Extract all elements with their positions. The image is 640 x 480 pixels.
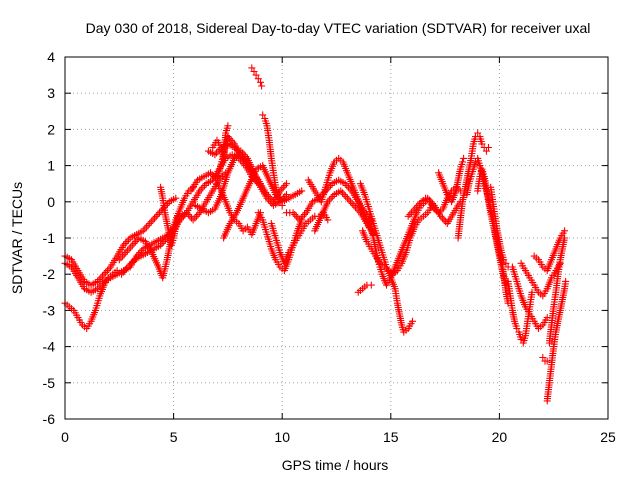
data-point xyxy=(517,335,525,343)
data-point xyxy=(144,221,152,229)
chart-title: Day 030 of 2018, Sidereal Day-to-day VTE… xyxy=(86,20,591,36)
data-point xyxy=(151,214,159,222)
data-point xyxy=(189,216,197,224)
y-tick-label: 3 xyxy=(47,85,55,101)
data-point xyxy=(123,247,131,255)
data-point xyxy=(259,111,267,119)
data-point xyxy=(152,212,160,220)
data-point xyxy=(199,183,207,191)
data-point xyxy=(125,245,133,253)
data-point xyxy=(276,198,284,206)
data-point xyxy=(409,317,416,325)
data-points xyxy=(61,64,570,405)
x-axis-label: GPS time / hours xyxy=(282,457,389,473)
x-tick-label: 25 xyxy=(600,429,616,445)
x-tick-label: 15 xyxy=(383,429,399,445)
data-point xyxy=(327,194,335,202)
axis-ticks xyxy=(64,56,609,420)
data-point xyxy=(213,149,220,157)
data-point xyxy=(248,64,256,72)
data-point xyxy=(347,198,355,206)
data-point xyxy=(367,281,375,289)
x-tick-label: 20 xyxy=(492,429,508,445)
data-point xyxy=(299,212,307,220)
data-point xyxy=(485,144,492,151)
data-point xyxy=(191,214,199,222)
data-point xyxy=(289,209,297,217)
data-point xyxy=(513,325,521,332)
data-point xyxy=(472,158,479,166)
y-tick-label: -4 xyxy=(43,339,56,355)
data-point xyxy=(543,357,551,365)
y-tick-label: 0 xyxy=(47,194,55,210)
data-point xyxy=(440,216,448,224)
data-point xyxy=(174,212,182,220)
data-point xyxy=(154,211,162,218)
y-tick-label: 2 xyxy=(47,121,55,137)
data-point xyxy=(250,68,258,75)
data-point xyxy=(539,354,547,361)
data-point xyxy=(103,267,111,275)
x-tick-label: 5 xyxy=(170,429,178,445)
data-point xyxy=(281,182,289,189)
data-point xyxy=(502,259,510,267)
data-point xyxy=(291,211,299,218)
y-tick-label: -5 xyxy=(43,375,56,391)
data-point xyxy=(254,75,262,83)
data-point xyxy=(343,194,351,202)
y-tick-label: -3 xyxy=(43,302,56,318)
data-point xyxy=(113,267,121,275)
data-point xyxy=(474,129,482,137)
data-point xyxy=(345,196,353,204)
data-point xyxy=(278,201,286,209)
data-point xyxy=(478,140,486,148)
data-point xyxy=(146,220,154,227)
data-point xyxy=(172,194,180,202)
data-point xyxy=(292,212,300,220)
y-axis-label: SDTVAR / TECUs xyxy=(9,182,25,294)
data-point xyxy=(252,71,260,79)
grid xyxy=(65,57,608,419)
data-point xyxy=(297,214,305,222)
x-tick-label: 10 xyxy=(274,429,290,445)
x-tick-label: 0 xyxy=(61,429,69,445)
tick-labels: 0 5 10 15 20 25 -6 -5 -4 -3 -2 -1 0 1 2 3 4 xyxy=(43,49,616,445)
data-point xyxy=(192,212,200,220)
data-point xyxy=(342,192,350,200)
data-point xyxy=(324,216,332,224)
data-point xyxy=(279,183,287,191)
data-point xyxy=(258,82,266,90)
data-point xyxy=(404,212,412,220)
data-point xyxy=(149,216,157,224)
data-point xyxy=(528,288,536,296)
data-point xyxy=(561,227,569,235)
data-point xyxy=(482,147,490,155)
data-point xyxy=(100,270,108,278)
data-point xyxy=(147,218,155,226)
data-point xyxy=(459,158,466,166)
data-point xyxy=(561,234,569,242)
y-tick-label: 4 xyxy=(47,49,55,65)
data-point xyxy=(224,122,232,130)
data-point xyxy=(298,187,306,195)
data-point xyxy=(142,223,150,231)
data-point xyxy=(257,78,264,86)
data-point xyxy=(500,256,508,264)
y-tick-label: -1 xyxy=(43,230,56,246)
data-point xyxy=(130,239,138,247)
data-point xyxy=(348,200,356,208)
data-point xyxy=(257,180,264,188)
data-point xyxy=(460,154,468,162)
plot-frame xyxy=(64,56,609,420)
data-point xyxy=(283,180,290,188)
data-point xyxy=(562,277,570,285)
y-tick-label: -2 xyxy=(43,266,56,282)
data-point xyxy=(123,238,131,246)
y-tick-label: -6 xyxy=(43,411,56,427)
y-tick-label: 1 xyxy=(47,158,55,174)
